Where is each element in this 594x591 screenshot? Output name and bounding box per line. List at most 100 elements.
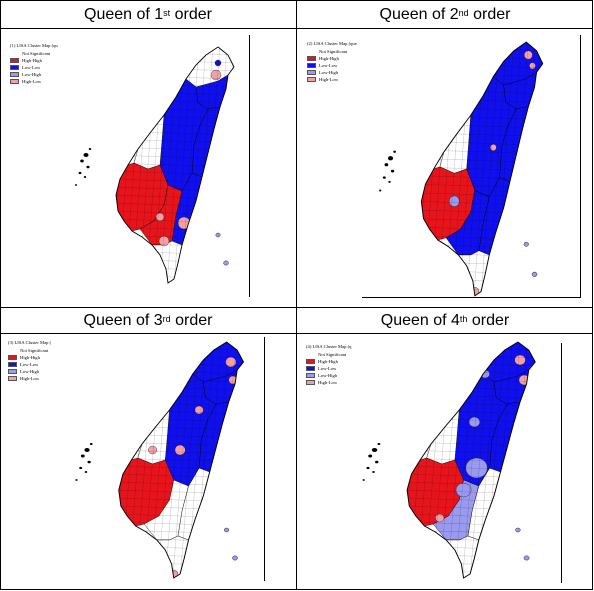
panel-1-title: Queen of 1st order — [84, 6, 212, 23]
map-regions — [91, 340, 244, 580]
township-boundary — [407, 342, 414, 578]
penghu-islet — [75, 479, 78, 481]
penghu-islet — [83, 176, 87, 178]
grid-divider-middle — [0, 307, 593, 308]
township-cluster — [194, 405, 204, 415]
penghu-islet — [366, 466, 370, 470]
legend-swatch — [10, 65, 19, 70]
township-cluster — [465, 457, 488, 479]
map-frame-right — [561, 343, 562, 583]
taiwan-lisa-map-1 — [74, 46, 235, 284]
region-westcoast — [426, 409, 460, 465]
legend-label: Low-Low — [319, 63, 338, 68]
township-boundary — [421, 42, 428, 296]
legend-item: Low-High — [8, 368, 51, 375]
legend-swatch — [8, 369, 17, 374]
taiwan-lisa-map-2 — [379, 40, 544, 298]
legend-item: Low-Low — [307, 62, 357, 69]
penghu-islet — [88, 147, 92, 151]
penghu-islet — [74, 184, 78, 186]
region-westcoast — [133, 114, 165, 170]
legend-label: Low-High — [22, 72, 42, 77]
penghu-islet — [84, 471, 88, 473]
legend-swatch — [8, 376, 17, 381]
legend-title: (1) LISA Cluster Map (qu — [10, 43, 58, 48]
legend-label: High-High — [319, 56, 339, 61]
township-boundary — [421, 42, 435, 296]
island-outline — [406, 341, 536, 579]
map-frame-right — [249, 35, 250, 297]
grid-divider-title-bottom — [0, 333, 593, 334]
township-cluster — [514, 354, 526, 366]
taiwan-lisa-map-4 — [362, 340, 536, 580]
map-regions — [402, 40, 543, 298]
legend-label: Low-Low — [20, 362, 39, 367]
map-frame-right — [580, 35, 581, 298]
township-boundary — [116, 47, 123, 283]
legend-item: High-High — [8, 354, 51, 361]
legend-label: Not Significant — [20, 348, 49, 353]
legend-label: Not Significant — [318, 352, 347, 357]
legend-item: Low-Low — [10, 64, 58, 71]
legend-label: High-Low — [22, 79, 42, 84]
township-boundary — [407, 342, 422, 578]
legend-label: Not Significant — [22, 51, 51, 56]
penghu-islet — [377, 442, 381, 446]
legend-item: Not Significant — [306, 351, 351, 358]
penghu-islet — [83, 153, 89, 157]
township-cluster — [174, 444, 186, 456]
legend-panel-2: (2) LISA Cluster Map (que Not Significan… — [307, 40, 357, 83]
taiwan-lisa-map-3 — [75, 340, 245, 580]
legend-label: Low-High — [319, 70, 339, 75]
legend-swatch — [306, 359, 315, 364]
legend-item: High-High — [306, 358, 351, 365]
township-boundary — [379, 340, 399, 580]
penghu-islet — [89, 442, 93, 446]
region-westcoast — [439, 114, 472, 174]
island-outline — [420, 41, 544, 297]
legend-item: High-Low — [10, 78, 58, 85]
offshore-islet — [232, 555, 238, 561]
township-boundary — [99, 340, 118, 580]
legend-panel-4: (4) LISA Cluster Map (q Not Significant H… — [306, 343, 351, 386]
legend-label: Low-High — [318, 373, 338, 378]
legend-swatch — [306, 366, 315, 371]
township-cluster — [468, 416, 481, 428]
penghu-islet — [80, 159, 84, 163]
township-cluster — [529, 62, 536, 70]
legend-label: Low-Low — [318, 366, 337, 371]
penghu-islet — [368, 454, 373, 458]
legend-item: High-Low — [306, 379, 351, 386]
legend-swatch — [307, 63, 316, 68]
legend-title: (2) LISA Cluster Map (que — [307, 41, 357, 46]
legend-swatch — [10, 58, 19, 63]
map-regions — [116, 47, 234, 283]
legend-swatch — [8, 355, 17, 360]
map-frame-bottom — [362, 297, 581, 298]
legend-swatch — [10, 79, 19, 84]
township-boundary — [116, 47, 130, 283]
township-boundary — [173, 47, 193, 283]
grid-vertical-divider — [296, 0, 297, 590]
township-boundary — [118, 342, 133, 578]
legend-label: High-High — [318, 359, 338, 364]
township-cluster — [448, 195, 460, 207]
township-boundary — [402, 40, 421, 298]
legend-item: Not Significant — [8, 347, 51, 354]
legend-swatch — [306, 380, 315, 385]
penghu-islet — [384, 163, 389, 167]
legend-item: Low-Low — [306, 365, 351, 372]
panel-2-title: Queen of 2nd order — [379, 6, 511, 23]
legend-swatch — [306, 373, 315, 378]
township-cluster — [155, 212, 165, 222]
legend-label: High-Low — [318, 380, 338, 385]
penghu-islet — [379, 189, 382, 192]
township-boundary — [480, 42, 500, 296]
legend-item: High-High — [10, 57, 58, 64]
map-regions — [379, 340, 536, 580]
township-cluster — [148, 445, 157, 455]
legend-label: High-High — [20, 355, 40, 360]
legend-swatch — [10, 72, 19, 77]
township-boundary — [91, 340, 110, 580]
legend-item: High-High — [307, 55, 357, 62]
